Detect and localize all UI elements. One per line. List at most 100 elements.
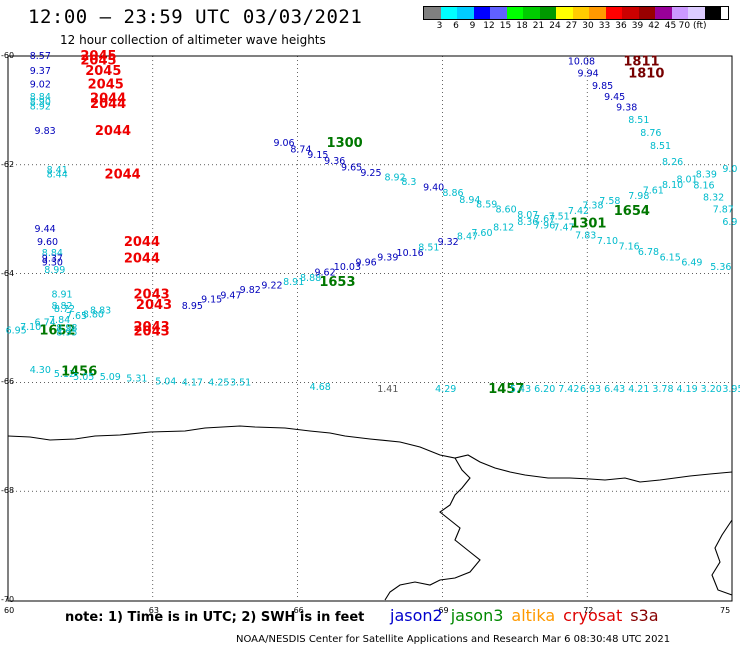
wave-height-label: 8.72: [54, 304, 75, 315]
wave-height-label: 6.43: [604, 384, 625, 395]
legend-tick-label: 42: [648, 21, 660, 31]
wave-height-label: 8.51: [650, 141, 671, 152]
wave-height-label: 9.38: [616, 103, 637, 114]
wave-height-label: 4.29: [435, 384, 456, 395]
legend-ticks: 3 6 9 12 15 18 21 24 27 30 33 36 39 42 45 70 (ft): [423, 20, 729, 32]
wave-height-label: 9.40: [423, 183, 444, 194]
pass-time-label: 1653: [319, 275, 355, 290]
wave-height-label: 8.88: [300, 273, 321, 284]
legend-swatch: [506, 7, 523, 19]
legend-swatch: [424, 7, 441, 19]
longitude-label: 69: [438, 606, 449, 615]
legend-swatch: [523, 7, 540, 19]
wave-height-label: 8.95: [56, 327, 77, 338]
wave-height-label: 7.65: [66, 311, 87, 322]
wave-height-label: 4.19: [676, 384, 697, 395]
pass-time-label: 1300: [327, 136, 363, 151]
wave-height-label: 8.95: [182, 301, 203, 312]
longitude-label: 63: [148, 606, 159, 615]
wave-height-label: 9.37: [42, 253, 63, 264]
pass-time-label: 2043: [133, 320, 169, 335]
legend-tick-label: 3: [436, 21, 443, 31]
wave-height-label: 8.76: [640, 128, 661, 139]
wave-height-label: 8.91: [51, 289, 72, 300]
wave-height-label: 8.83: [90, 306, 111, 317]
wave-height-label: 9.82: [240, 285, 261, 296]
legend-tick-label: 39: [631, 21, 644, 31]
legend-tick-label: 70 (ft): [678, 21, 707, 31]
pass-time-label: 1811: [623, 54, 659, 69]
legend-swatch: [440, 7, 457, 19]
wave-height-label: 9.15: [201, 295, 222, 306]
pass-time-label: 2044: [90, 97, 126, 112]
wave-height-label: 7.47: [553, 222, 574, 233]
wave-height-label: 8.82: [51, 301, 72, 312]
wave-height-label: 4.25: [208, 377, 229, 388]
wave-height-label: 9.36: [324, 156, 345, 167]
wave-height-label: 5.09: [100, 372, 121, 383]
wave-height-label: 10.16: [397, 248, 424, 259]
wave-height-label: 4.17: [182, 377, 203, 388]
legend-swatch: [622, 7, 639, 19]
wave-height-labels: 8.579.379.028.848.908.929.83204520452045…: [6, 49, 740, 397]
legend-tick-label: 30: [582, 21, 594, 31]
coastline-east: [711, 519, 733, 596]
satellite-legend-entry: jason2: [390, 606, 443, 625]
wave-height-label: 7.84: [49, 315, 70, 326]
wave-height-label: 6.78: [638, 247, 659, 258]
wave-height-label: 5.04: [155, 376, 176, 387]
wave-height-label: 7.61: [643, 185, 664, 196]
legend-swatches: [423, 6, 729, 20]
legend-tick-label: 33: [598, 21, 611, 31]
wave-height-label: 7.51: [549, 211, 570, 222]
wave-height-label: 7.10: [597, 236, 618, 247]
wave-height-label: 8.47: [457, 232, 478, 243]
wave-height-label: 9.47: [220, 290, 241, 301]
wave-height-label: 7.58: [599, 196, 620, 207]
pass-time-label: 1652: [39, 324, 75, 339]
wave-height-label: 8.12: [493, 222, 514, 233]
figure-subtitle: 12 hour collection of altimeter wave hei…: [60, 33, 326, 47]
legend-tick-label: 18: [516, 21, 528, 31]
wave-height-label: 7.38: [582, 201, 603, 212]
wave-height-label: 8.92: [384, 172, 405, 183]
wave-height-label: 7.67: [534, 214, 555, 225]
latitude-label: -66: [1, 377, 15, 387]
legend-swatch: [671, 7, 688, 19]
wave-height-label: 8.26: [662, 157, 683, 168]
wave-height-label: 4.21: [628, 384, 649, 395]
pass-time-label: 2045: [80, 49, 116, 64]
wave-height-label: 9.96: [356, 258, 377, 269]
wave-height-label: 9.25: [360, 168, 381, 179]
pass-time-label: 1457: [488, 382, 524, 397]
wave-height-label: 9.62: [314, 268, 335, 279]
longitude-label: 60: [4, 606, 15, 615]
latitude-label: -60: [1, 51, 15, 60]
latitude-label: -70: [1, 595, 15, 604]
pass-time-label: 2044: [105, 168, 141, 183]
satellite-legend-entry: s3a: [630, 606, 659, 625]
legend-swatch: [556, 7, 573, 19]
wave-height-label: 8.36: [517, 217, 538, 228]
wave-height-label: 8.59: [476, 200, 497, 211]
legend-swatch: [473, 7, 490, 19]
wave-height-label: 6.95: [6, 326, 27, 337]
wave-height-label: 8.80: [83, 309, 104, 320]
wave-height-label: 5.12: [54, 369, 75, 380]
wave-height-label: 6.74: [35, 318, 56, 329]
wave-height-label: 3.78: [652, 384, 673, 395]
wave-height-label: 8.41: [47, 165, 68, 176]
wave-height-label: 9.94: [578, 68, 599, 79]
wave-height-label: 8.44: [47, 170, 68, 181]
wave-height-label: 9.65: [341, 163, 362, 174]
legend-swatch: [704, 7, 721, 19]
wave-height-label: 8.90: [30, 97, 51, 108]
satellite-legend-entry: jason3: [450, 606, 504, 625]
wave-height-label: 7.42: [568, 206, 589, 217]
wave-height-label: 6.20: [534, 384, 555, 395]
pass-time-label: 2044: [95, 124, 131, 139]
wave-height-label: 8.39: [696, 170, 717, 181]
legend-swatch: [688, 7, 705, 19]
color-legend: 3 6 9 12 15 18 21 24 27 30 33 36 39 42 45 70 (ft): [423, 6, 729, 32]
